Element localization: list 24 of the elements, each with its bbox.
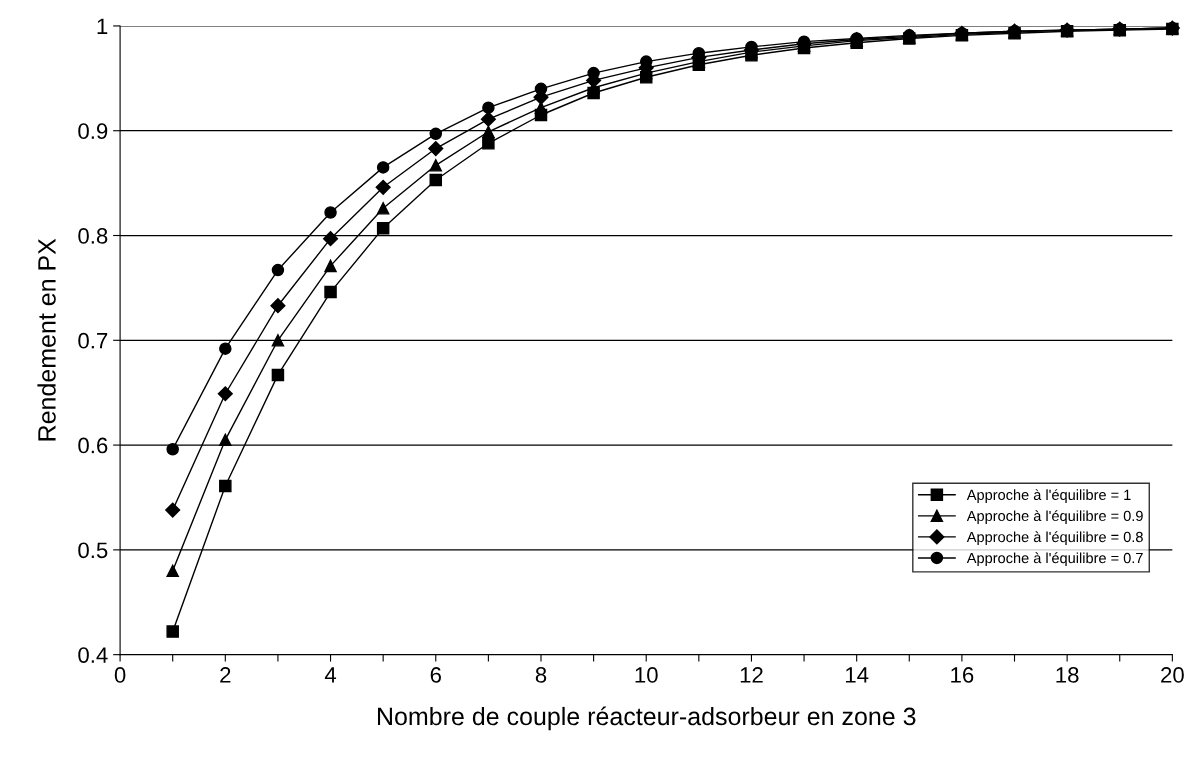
y-axis-title: Rendement en PX [37, 238, 56, 441]
y-tick-label: 0.7 [78, 332, 108, 349]
x-tick-label: 4 [324, 667, 337, 683]
legend-label: Approche à l'équilibre = 1 [966, 489, 1131, 503]
x-tick-label: 12 [740, 667, 763, 683]
legend-label: Approche à l'équilibre = 0.7 [966, 552, 1143, 567]
y-tick-label: 1 [97, 18, 108, 34]
x-tick-label: 18 [1056, 667, 1079, 683]
legend-label: Approche à l'équilibre = 0.9 [966, 510, 1143, 524]
legend-label: Approche à l'équilibre = 0.8 [966, 531, 1143, 546]
y-tick-label: 0.5 [78, 542, 108, 559]
x-axis-title: Nombre de couple réacteur-adsorbeur en zone 3 [377, 706, 916, 731]
x-tick-label: 10 [635, 667, 658, 683]
y-tick-label: 0.9 [78, 123, 108, 139]
x-tick-label: 6 [430, 667, 441, 683]
x-tick-label: 0 [114, 667, 126, 683]
y-tick-label: 0.6 [78, 437, 108, 454]
y-tick-label: 0.8 [78, 228, 108, 244]
x-tick-label: 8 [535, 667, 547, 683]
y-tick-label: 0.4 [78, 647, 108, 663]
x-tick-label: 14 [846, 667, 869, 683]
x-tick-label: 20 [1161, 667, 1184, 683]
x-tick-label: 16 [951, 667, 974, 683]
x-tick-label: 2 [220, 667, 231, 683]
